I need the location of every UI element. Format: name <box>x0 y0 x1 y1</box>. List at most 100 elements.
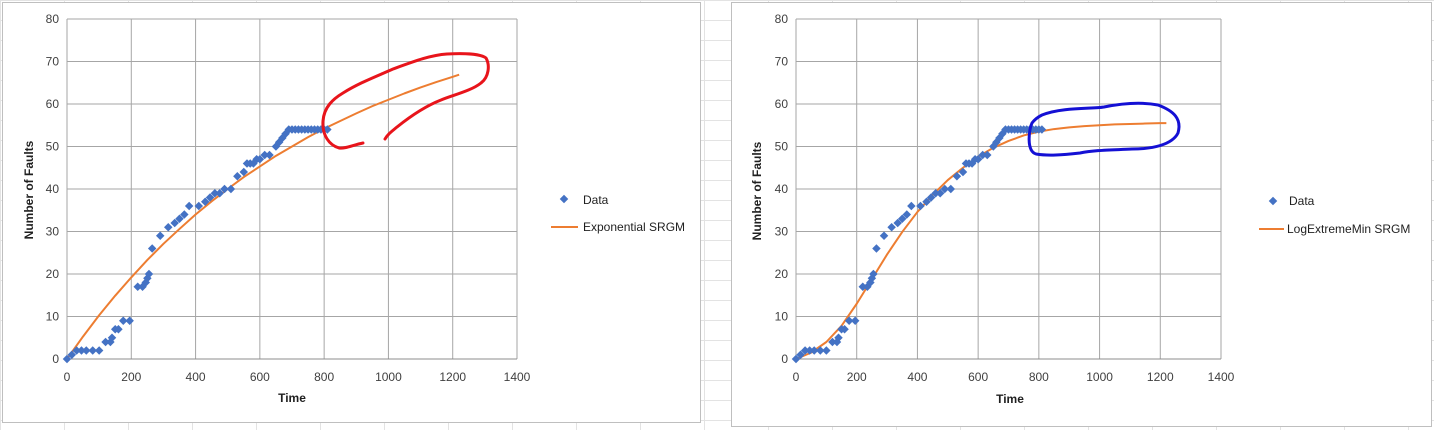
y-tick-label: 10 <box>775 310 789 324</box>
x-tick-label: 400 <box>907 370 927 384</box>
data-point <box>144 269 154 279</box>
data-markers <box>791 125 1047 364</box>
data-point <box>850 316 860 325</box>
data-point <box>133 282 142 291</box>
data-point <box>175 214 184 223</box>
y-tick-labels: 0 10 20 30 40 50 60 70 80 <box>775 12 789 366</box>
data-point <box>828 337 837 347</box>
data-point <box>147 244 157 253</box>
legend: Data LogExtremeMin SRGM <box>1259 194 1410 236</box>
data-point <box>239 167 249 177</box>
data-point <box>62 354 72 364</box>
x-tick-labels: 0 200 400 600 800 1000 1200 1400 <box>64 370 531 384</box>
x-tick-label: 1200 <box>439 370 466 384</box>
x-tick-label: 400 <box>186 370 206 384</box>
data-point <box>226 184 236 194</box>
y-tick-label: 40 <box>46 182 60 196</box>
x-axis-title: Time <box>996 392 1024 406</box>
data-point <box>255 155 265 164</box>
data-point <box>844 316 854 325</box>
x-tick-label: 0 <box>64 370 71 384</box>
x-tick-label: 200 <box>121 370 141 384</box>
chart-panel-exponential[interactable]: 0 10 20 30 40 50 60 70 80 0 200 400 600 800 1000 1200 1… <box>2 2 701 423</box>
data-point <box>879 231 889 240</box>
y-tick-label: 60 <box>775 97 789 111</box>
data-point <box>834 333 843 342</box>
x-tick-label: 800 <box>1029 370 1049 384</box>
data-point <box>796 350 805 359</box>
data-point <box>800 346 810 355</box>
x-tick-label: 1400 <box>504 370 531 384</box>
data-point <box>184 201 194 211</box>
x-tick-label: 0 <box>793 370 800 384</box>
y-axis-title: Number of Faults <box>22 140 36 239</box>
data-point <box>931 189 940 198</box>
y-tick-label: 80 <box>775 12 789 26</box>
data-point <box>67 350 77 359</box>
y-tick-label: 70 <box>775 55 789 69</box>
data-point <box>82 346 91 355</box>
data-markers <box>62 125 332 364</box>
model-line <box>66 73 460 360</box>
legend-label-data: Data <box>1289 194 1315 208</box>
data-point <box>869 269 878 279</box>
data-point <box>180 210 189 219</box>
data-point <box>205 193 215 202</box>
data-point <box>164 223 173 232</box>
data-point <box>952 172 962 181</box>
annotation-circle-red <box>321 52 490 150</box>
series-line-model <box>66 73 460 360</box>
data-point <box>887 223 896 232</box>
data-point <box>215 189 224 198</box>
legend-label-model: LogExtremeMin SRGM <box>1287 222 1410 236</box>
data-point <box>233 172 242 181</box>
data-point <box>916 201 925 211</box>
y-tick-label: 80 <box>46 12 60 26</box>
data-point <box>260 150 269 160</box>
y-tick-label: 60 <box>46 97 60 111</box>
y-tick-label: 0 <box>52 352 59 366</box>
x-tick-label: 200 <box>847 370 867 384</box>
data-point <box>88 346 97 355</box>
legend-label-model: Exponential SRGM <box>583 220 685 234</box>
y-axis-title: Number of Faults <box>750 141 764 240</box>
y-tick-label: 50 <box>46 140 60 154</box>
data-point <box>978 150 987 160</box>
y-tick-label: 10 <box>46 310 60 324</box>
data-point <box>872 244 881 253</box>
x-tick-label: 1000 <box>1086 370 1113 384</box>
data-point <box>77 346 86 355</box>
y-tick-label: 40 <box>775 182 789 196</box>
legend-marker-data <box>1268 196 1278 206</box>
y-tick-labels: 0 10 20 30 40 50 60 70 80 <box>46 12 60 366</box>
chart-exponential-svg: 0 10 20 30 40 50 60 70 80 0 200 400 600 800 1000 1200 1… <box>22 12 685 405</box>
legend: Data Exponential SRGM <box>551 193 685 234</box>
annotation-circle-blue <box>1027 101 1181 157</box>
legend-label-data: Data <box>583 193 609 207</box>
data-point <box>94 346 104 355</box>
data-point <box>101 337 110 347</box>
x-tick-label: 600 <box>250 370 270 384</box>
x-tick-label: 800 <box>314 370 334 384</box>
x-tick-label: 1400 <box>1208 370 1235 384</box>
data-point <box>907 201 916 211</box>
data-point <box>170 218 179 228</box>
data-point <box>107 333 117 342</box>
data-point <box>926 193 936 202</box>
x-tick-labels: 0 200 400 600 800 1000 1200 1400 <box>793 370 1235 384</box>
chart-panel-logextrememin[interactable]: 0 10 20 30 40 50 60 70 80 0 200 400 600 800 1000 1200 1… <box>731 2 1432 427</box>
y-tick-label: 20 <box>775 267 789 281</box>
gridlines <box>66 18 518 360</box>
data-point <box>973 155 983 164</box>
data-point <box>220 184 229 194</box>
y-tick-label: 30 <box>775 225 789 239</box>
x-tick-label: 600 <box>968 370 988 384</box>
series-line-model <box>795 122 1167 360</box>
data-point <box>902 210 912 219</box>
data-point <box>114 325 123 334</box>
y-tick-label: 70 <box>46 55 60 69</box>
y-tick-label: 20 <box>46 267 60 281</box>
x-axis-title: Time <box>278 391 306 405</box>
data-point <box>155 231 165 240</box>
data-point <box>72 346 81 355</box>
